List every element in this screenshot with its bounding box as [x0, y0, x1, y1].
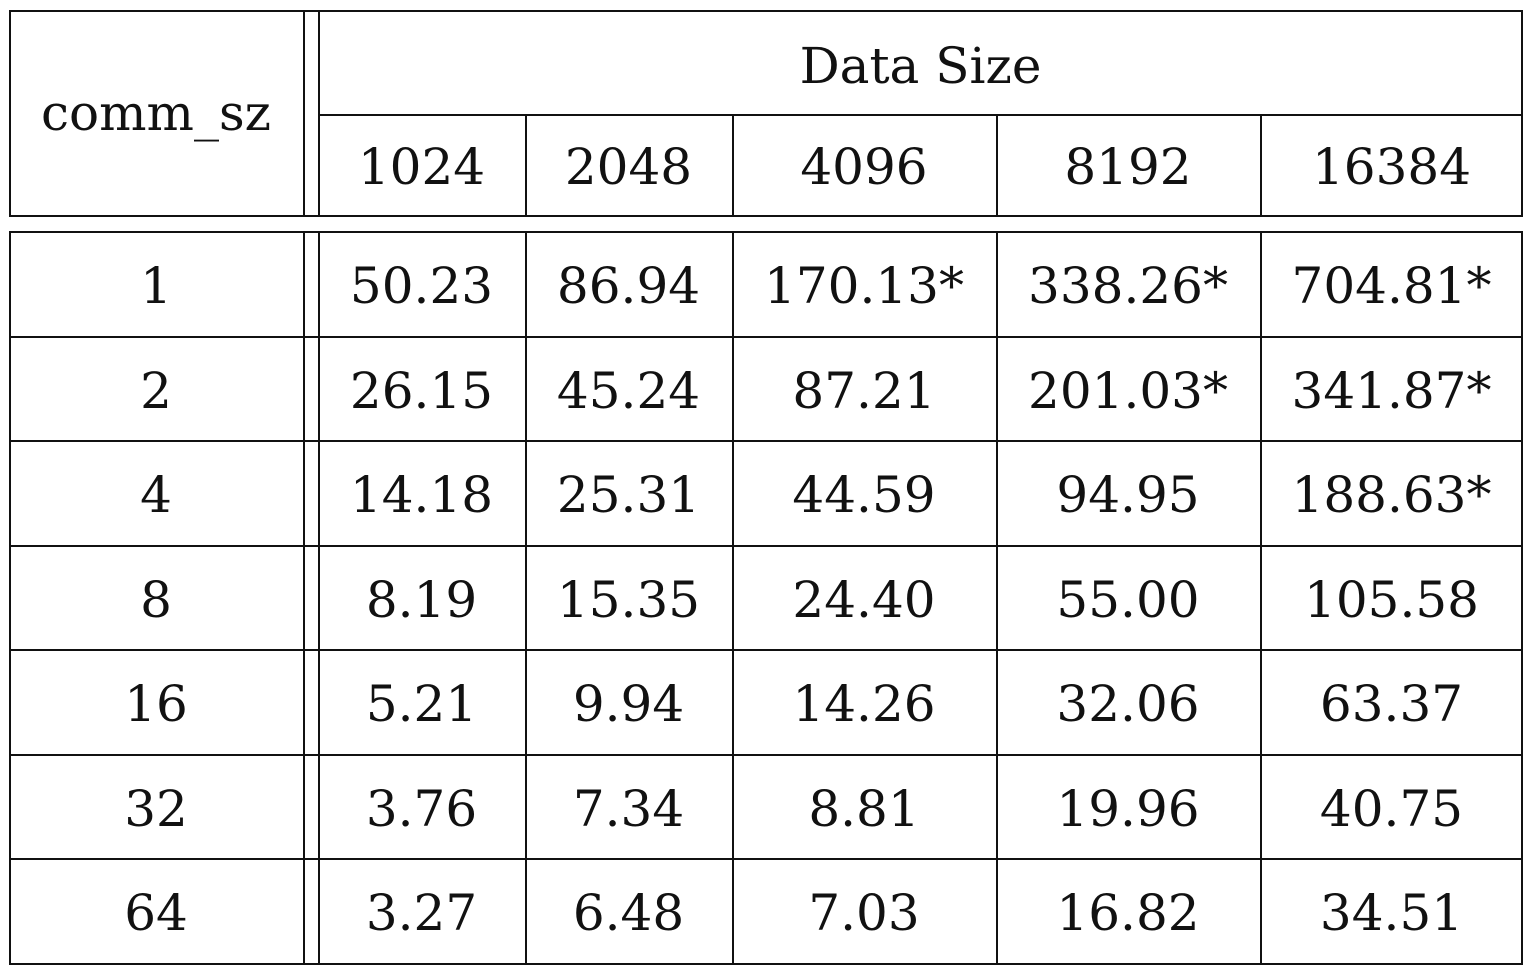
table-cell: 45.24 — [556, 361, 701, 420]
table-cell: 24.40 — [792, 570, 936, 629]
table-cell: 201.03* — [1028, 361, 1228, 420]
body-row-divider — [9, 545, 1523, 547]
body-row-divider — [9, 649, 1523, 651]
row-label-4: 4 — [140, 465, 172, 524]
table-cell: 9.94 — [572, 674, 685, 733]
body-right-border — [1521, 231, 1523, 965]
body-row-divider — [9, 754, 1523, 756]
table-cell: 32.06 — [1056, 674, 1200, 733]
table-cell: 8.81 — [808, 779, 920, 838]
table-cell: 26.15 — [349, 361, 494, 420]
table-cell: 3.76 — [365, 779, 478, 838]
row-header-label: comm_sz — [41, 83, 271, 142]
column-group-label: Data Size — [799, 37, 1042, 95]
table-cell: 7.34 — [572, 779, 685, 838]
body-top-border — [9, 231, 1523, 233]
header-left-border — [9, 10, 11, 217]
table-cell: 8.19 — [365, 570, 478, 629]
body-row-divider — [9, 336, 1523, 338]
table-cell: 704.81* — [1291, 256, 1492, 315]
header-column-divider — [732, 114, 734, 217]
header-double-rule-b — [318, 10, 320, 217]
header-group-divider — [318, 114, 1523, 116]
table-cell: 63.37 — [1319, 674, 1464, 733]
table-cell: 341.87* — [1291, 361, 1492, 420]
row-label-64: 64 — [124, 883, 188, 942]
header-column-divider — [1260, 114, 1262, 217]
table-cell: 40.75 — [1319, 779, 1464, 838]
table-cell: 14.26 — [792, 674, 936, 733]
table-cell: 338.26* — [1028, 256, 1228, 315]
table-cell: 19.96 — [1056, 779, 1200, 838]
header-column-divider — [525, 114, 527, 217]
table-cell: 7.03 — [808, 883, 920, 942]
table-cell: 170.13* — [764, 256, 964, 315]
header-bottom-border — [9, 215, 1523, 217]
body-column-divider — [732, 231, 734, 965]
table-cell: 14.18 — [349, 465, 494, 524]
table-cell: 94.95 — [1056, 465, 1200, 524]
body-double-rule-b — [318, 231, 320, 965]
body-left-border — [9, 231, 11, 965]
column-header-1024: 1024 — [357, 137, 486, 196]
table-cell: 34.51 — [1319, 883, 1464, 942]
row-label-2: 2 — [140, 361, 172, 420]
body-column-divider — [1260, 231, 1262, 965]
header-double-rule-a — [303, 10, 305, 217]
column-header-8192: 8192 — [1064, 137, 1192, 196]
header-top-border — [9, 10, 1523, 12]
table-cell: 105.58 — [1304, 570, 1479, 629]
table-cell: 50.23 — [349, 256, 494, 315]
table-cell: 188.63* — [1291, 465, 1492, 524]
table-cell: 6.48 — [572, 883, 685, 942]
table-cell: 5.21 — [365, 674, 478, 733]
body-column-divider — [525, 231, 527, 965]
column-header-16384: 16384 — [1311, 137, 1472, 196]
body-row-divider — [9, 440, 1523, 442]
column-header-4096: 4096 — [800, 137, 928, 196]
header-column-divider — [996, 114, 998, 217]
body-row-divider — [9, 858, 1523, 860]
table-cell: 25.31 — [556, 465, 701, 524]
table-cell: 44.59 — [792, 465, 936, 524]
header-right-border — [1521, 10, 1523, 217]
table-cell: 86.94 — [556, 256, 701, 315]
body-column-divider — [996, 231, 998, 965]
table-cell: 15.35 — [556, 570, 701, 629]
table-cell: 3.27 — [365, 883, 478, 942]
row-label-32: 32 — [124, 779, 188, 838]
row-label-16: 16 — [124, 674, 188, 733]
column-header-2048: 2048 — [564, 137, 693, 196]
row-label-1: 1 — [140, 256, 172, 315]
table-cell: 55.00 — [1056, 570, 1200, 629]
table-cell: 87.21 — [792, 361, 936, 420]
body-double-rule-a — [303, 231, 305, 965]
body-bottom-border — [9, 963, 1523, 965]
row-label-8: 8 — [140, 570, 172, 629]
table-cell: 16.82 — [1056, 883, 1200, 942]
